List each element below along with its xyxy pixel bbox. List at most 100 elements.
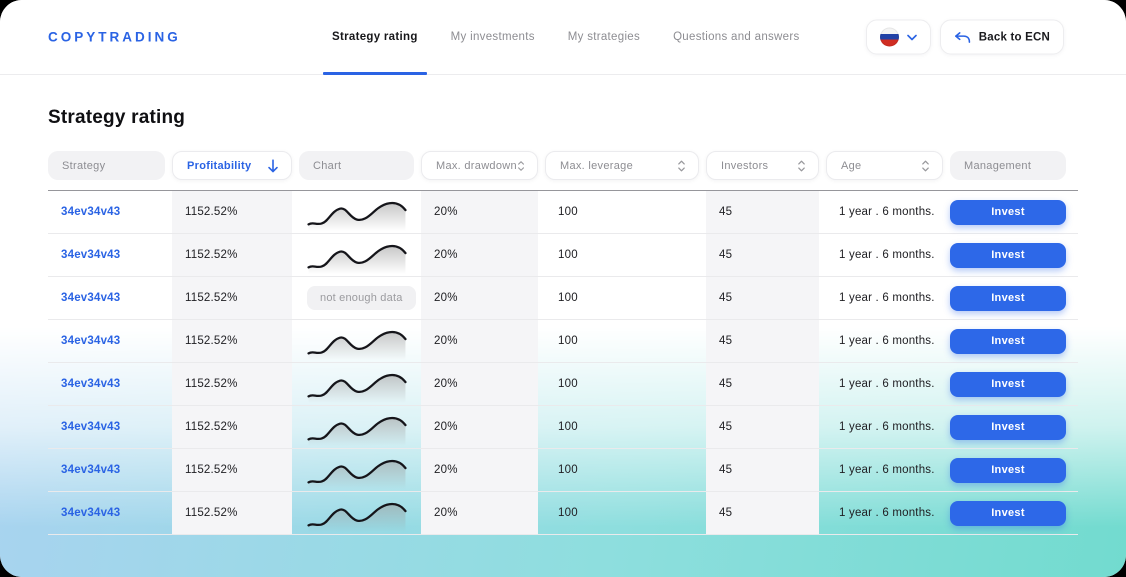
table-row: 34ev34v43 1152.52% 20% 100 45 1 year . 6 mont… [48,234,1078,277]
management-cell: Invest [950,320,1066,362]
invest-button[interactable]: Invest [950,199,1066,225]
max-leverage-value: 100 [558,292,578,304]
sort-icon [798,160,805,171]
chart-cell: not enough data [299,277,416,319]
age-value: 1 year . 6 months. [839,249,935,261]
column-label: Age [841,159,862,172]
column-header-age[interactable]: Age [826,151,943,180]
sort-desc-icon [268,158,278,172]
sort-icon [517,160,524,171]
header-separator [48,190,1078,191]
table-header: Strategy Profitability Chart Max. drawdown M… [48,151,1078,180]
invest-button[interactable]: Invest [950,500,1066,526]
max-leverage-value: 100 [558,206,578,218]
chart-cell [299,492,414,534]
column-header-profitability[interactable]: Profitability [172,151,292,180]
sort-icon [922,160,929,171]
table-row: 34ev34v43 1152.52% 20% 100 45 1 year . 6 mont… [48,191,1078,234]
column-header-max-drawdown[interactable]: Max. drawdown [421,151,538,180]
management-cell: Invest [950,449,1066,491]
main-nav: Strategy rating My investments My strategi… [323,0,800,75]
chart-cell [299,234,414,276]
strategy-link[interactable]: 34ev34v43 [61,421,121,433]
investors-value: 45 [706,363,819,405]
invest-button[interactable]: Invest [950,328,1066,354]
column-label: Max. leverage [560,159,633,172]
chart-cell [299,320,414,362]
invest-button[interactable]: Invest [950,242,1066,268]
profitability-value: 1152.52% [172,363,292,405]
age-value: 1 year . 6 months. [839,464,935,476]
strategy-link[interactable]: 34ev34v43 [61,464,121,476]
sparkline-chart [307,373,407,403]
profitability-value: 1152.52% [172,234,292,276]
column-header-strategy: Strategy [48,151,165,180]
management-cell: Invest [950,492,1066,534]
investors-value: 45 [706,191,819,233]
strategy-link[interactable]: 34ev34v43 [61,249,121,261]
management-cell: Invest [950,363,1066,405]
management-cell: Invest [950,277,1066,319]
column-header-investors[interactable]: Investors [706,151,819,180]
max-leverage-value: 100 [558,507,578,519]
back-to-ecn-label: Back to ECN [978,31,1050,43]
sparkline-chart [307,330,407,360]
age-value: 1 year . 6 months. [839,507,935,519]
investors-value: 45 [706,277,819,319]
column-label: Profitability [187,159,252,172]
column-label: Max. drawdown [436,159,517,172]
profitability-value: 1152.52% [172,320,292,362]
column-header-management: Management [950,151,1066,180]
nav-tab-my-strategies[interactable]: My strategies [567,31,641,43]
invest-button[interactable]: Invest [950,414,1066,440]
max-drawdown-value: 20% [421,191,538,233]
column-label: Strategy [62,159,106,172]
chart-cell [299,191,414,233]
russia-flag-icon [879,27,899,47]
sparkline-chart [307,244,407,274]
max-drawdown-value: 20% [421,234,538,276]
investors-value: 45 [706,234,819,276]
brand-logo: COPYTRADING [48,29,181,45]
sparkline-chart [307,459,407,489]
max-drawdown-value: 20% [421,363,538,405]
invest-button[interactable]: Invest [950,371,1066,397]
table-body: 34ev34v43 1152.52% 20% 100 45 1 year . 6 mont… [48,191,1078,535]
strategy-link[interactable]: 34ev34v43 [61,292,121,304]
profitability-value: 1152.52% [172,277,292,319]
max-leverage-value: 100 [558,464,578,476]
age-value: 1 year . 6 months. [839,335,935,347]
table-row: 34ev34v43 1152.52% 20% 100 45 1 year . 6 mont… [48,492,1078,535]
strategy-table: Strategy Profitability Chart Max. drawdown M… [48,151,1078,535]
sort-icon [678,160,685,171]
max-drawdown-value: 20% [421,406,538,448]
max-leverage-value: 100 [558,378,578,390]
chart-cell [299,363,414,405]
back-to-ecn-button[interactable]: Back to ECN [939,19,1064,55]
nav-tab-strategy-rating[interactable]: Strategy rating [323,0,427,75]
strategy-link[interactable]: 34ev34v43 [61,378,121,390]
column-label: Management [964,159,1032,172]
nav-tab-questions-and-answers[interactable]: Questions and answers [673,31,800,43]
column-label: Investors [721,159,769,172]
management-cell: Invest [950,191,1066,233]
management-cell: Invest [950,234,1066,276]
max-leverage-value: 100 [558,421,578,433]
investors-value: 45 [706,449,819,491]
investors-value: 45 [706,492,819,534]
strategy-link[interactable]: 34ev34v43 [61,507,121,519]
sparkline-chart [307,502,407,532]
page-title: Strategy rating [48,107,186,128]
language-selector[interactable] [865,19,931,55]
investors-value: 45 [706,406,819,448]
strategy-link[interactable]: 34ev34v43 [61,335,121,347]
column-header-max-leverage[interactable]: Max. leverage [545,151,699,180]
nav-tab-my-investments[interactable]: My investments [450,31,535,43]
chart-cell [299,406,414,448]
table-row: 34ev34v43 1152.52% 20% 100 45 1 year . 6 mont… [48,449,1078,492]
invest-button[interactable]: Invest [950,285,1066,311]
table-row: 34ev34v43 1152.52% not enough data 20% 100 45… [48,277,1078,320]
profitability-value: 1152.52% [172,449,292,491]
invest-button[interactable]: Invest [950,457,1066,483]
strategy-link[interactable]: 34ev34v43 [61,206,121,218]
